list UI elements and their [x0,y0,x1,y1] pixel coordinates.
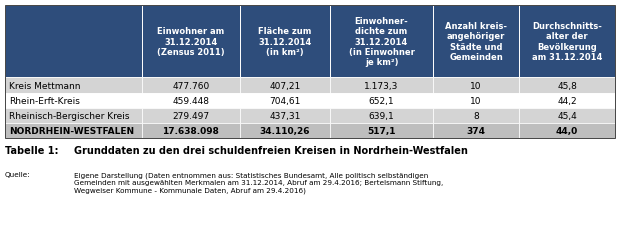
Bar [240,78,330,93]
Bar [519,93,615,108]
Bar [433,6,519,78]
Bar [433,93,519,108]
Bar [519,78,615,93]
Text: 17.638.098: 17.638.098 [162,126,219,136]
Bar [433,123,519,139]
Text: Kreis Mettmann: Kreis Mettmann [9,81,80,90]
Text: Anzahl kreis-
angehöriger
Städte und
Gemeinden: Anzahl kreis- angehöriger Städte und Gem… [445,22,507,62]
Text: Fläche zum
31.12.2014
(in km²): Fläche zum 31.12.2014 (in km²) [258,27,311,57]
Bar [330,123,433,139]
Bar [142,108,240,123]
Bar [330,93,433,108]
Text: 8: 8 [473,111,479,120]
Text: 10: 10 [471,96,482,105]
Text: 437,31: 437,31 [269,111,301,120]
Bar [240,123,330,139]
Bar [5,78,142,93]
Bar [519,6,615,78]
Bar [433,108,519,123]
Bar [330,108,433,123]
Bar [142,93,240,108]
Bar [240,6,330,78]
Text: 44,0: 44,0 [556,126,578,136]
Text: Rhein-Erft-Kreis: Rhein-Erft-Kreis [9,96,79,105]
Bar [5,108,142,123]
Bar [142,78,240,93]
Text: 374: 374 [467,126,485,136]
Bar [433,78,519,93]
Bar [519,108,615,123]
Text: 407,21: 407,21 [269,81,300,90]
Bar [330,6,433,78]
Bar [142,6,240,78]
Text: 639,1: 639,1 [369,111,394,120]
Text: Durchschnitts-
alter der
Bevölkerung
am 31.12.2014: Durchschnitts- alter der Bevölkerung am … [532,22,602,62]
Text: 477.760: 477.760 [172,81,210,90]
Text: 652,1: 652,1 [369,96,394,105]
Text: Einwohner am
31.12.2014
(Zensus 2011): Einwohner am 31.12.2014 (Zensus 2011) [157,27,224,57]
Bar [5,6,615,139]
Text: NORDRHEIN-WESTFALEN: NORDRHEIN-WESTFALEN [9,126,134,136]
Text: 459.448: 459.448 [172,96,210,105]
Text: 10: 10 [471,81,482,90]
Bar [519,123,615,139]
Bar [330,78,433,93]
Text: 704,61: 704,61 [269,96,301,105]
Text: 517,1: 517,1 [367,126,396,136]
Bar [5,123,142,139]
Bar [5,6,142,78]
Text: 45,8: 45,8 [557,81,577,90]
Bar [240,93,330,108]
Text: 34.110,26: 34.110,26 [260,126,310,136]
Text: Eigene Darstellung (Daten entnommen aus: Statistisches Bundesamt, Alle politisch: Eigene Darstellung (Daten entnommen aus:… [74,172,444,193]
Text: Tabelle 1:: Tabelle 1: [5,145,58,155]
Text: Rheinisch-Bergischer Kreis: Rheinisch-Bergischer Kreis [9,111,129,120]
Text: 45,4: 45,4 [557,111,577,120]
Bar [5,93,142,108]
Bar [142,123,240,139]
Text: 1.173,3: 1.173,3 [365,81,399,90]
Bar [240,108,330,123]
Text: Quelle:: Quelle: [5,172,31,178]
Text: 44,2: 44,2 [557,96,577,105]
Text: Grunddaten zu den drei schuldenfreien Kreisen in Nordrhein-Westfalen: Grunddaten zu den drei schuldenfreien Kr… [74,145,468,155]
Text: 279.497: 279.497 [172,111,210,120]
Text: Einwohner-
dichte zum
31.12.2014
(in Einwohner
je km²): Einwohner- dichte zum 31.12.2014 (in Ein… [348,17,414,67]
